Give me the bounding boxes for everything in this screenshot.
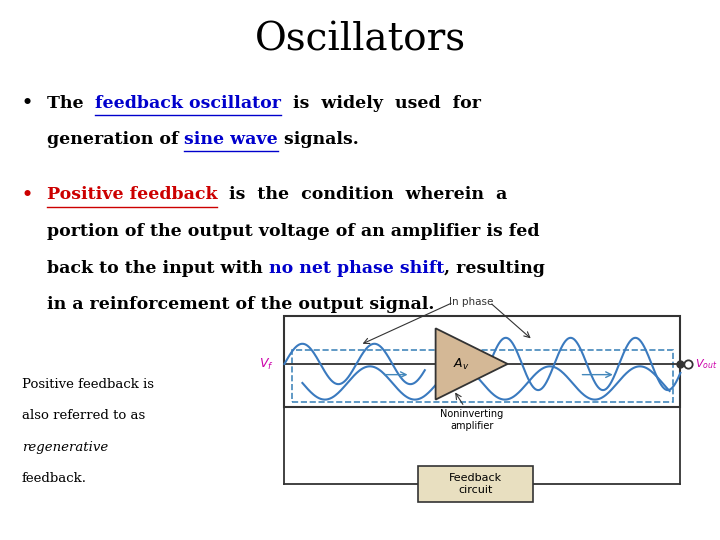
Text: Oscillators: Oscillators bbox=[254, 22, 466, 59]
Text: generation of: generation of bbox=[47, 131, 184, 148]
Text: no net phase shift: no net phase shift bbox=[269, 260, 444, 276]
Text: is  the  condition  wherein  a: is the condition wherein a bbox=[217, 186, 508, 203]
Text: also referred to as: also referred to as bbox=[22, 409, 145, 422]
Text: Positive feedback is: Positive feedback is bbox=[22, 378, 153, 391]
Text: back to the input with: back to the input with bbox=[47, 260, 269, 276]
Text: is  widely  used  for: is widely used for bbox=[282, 94, 482, 111]
Text: Positive feedback: Positive feedback bbox=[47, 186, 217, 203]
Text: Feedback
circuit: Feedback circuit bbox=[449, 473, 502, 495]
Text: $A_v$: $A_v$ bbox=[453, 356, 469, 372]
Polygon shape bbox=[436, 328, 508, 400]
Text: feedback oscillator: feedback oscillator bbox=[96, 94, 282, 111]
FancyBboxPatch shape bbox=[418, 466, 533, 502]
Text: portion of the output voltage of an amplifier is fed: portion of the output voltage of an ampl… bbox=[47, 223, 539, 240]
Text: In phase: In phase bbox=[449, 298, 494, 307]
Text: feedback.: feedback. bbox=[22, 472, 86, 485]
Text: sine wave: sine wave bbox=[184, 131, 278, 148]
Text: $V_{out}$: $V_{out}$ bbox=[695, 357, 717, 371]
Text: in a reinforcement of the output signal.: in a reinforcement of the output signal. bbox=[47, 296, 434, 313]
Text: , resulting: , resulting bbox=[444, 260, 545, 276]
Text: signals.: signals. bbox=[278, 131, 359, 148]
Text: The: The bbox=[47, 94, 96, 111]
Text: •: • bbox=[22, 186, 32, 203]
Text: $V_f$: $V_f$ bbox=[259, 356, 274, 372]
Text: regenerative: regenerative bbox=[22, 441, 108, 454]
Text: •: • bbox=[22, 94, 32, 111]
Text: Noninverting
amplifier: Noninverting amplifier bbox=[440, 409, 503, 431]
